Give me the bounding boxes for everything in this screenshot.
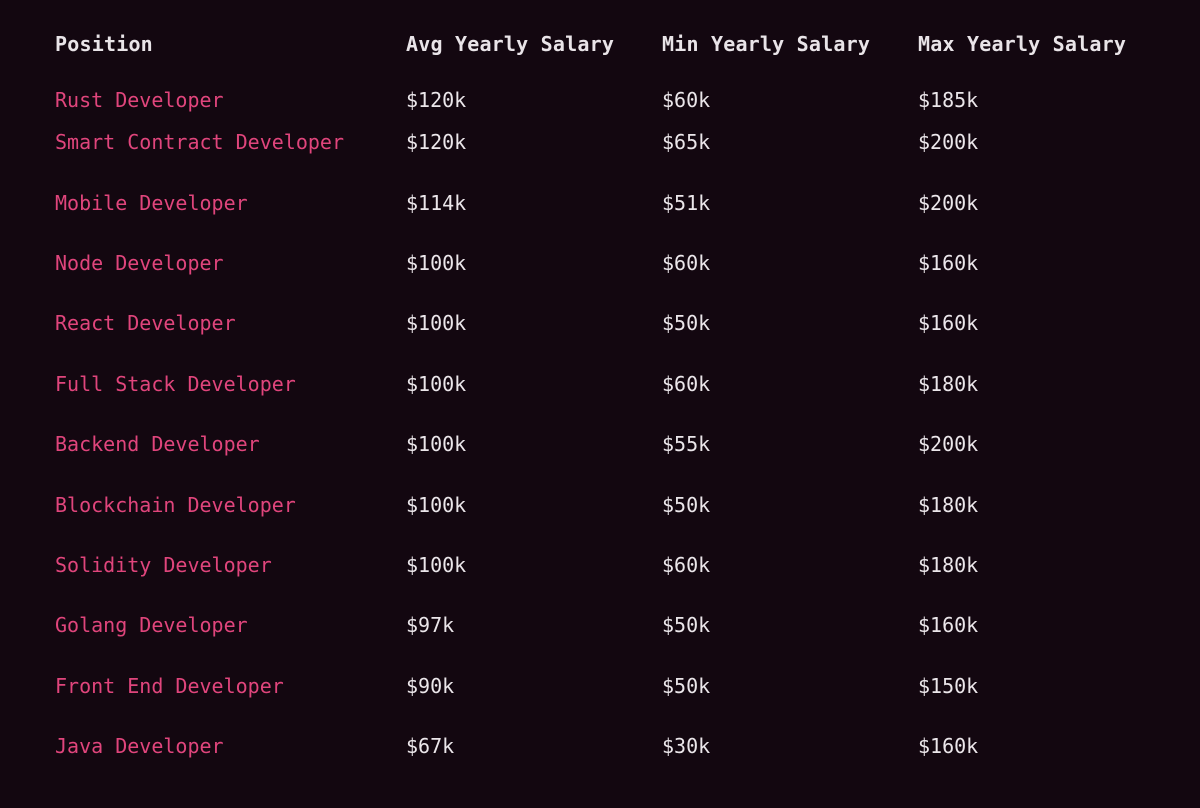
salary-table: Position Avg Yearly Salary Min Yearly Sa…	[55, 0, 1158, 776]
avg-salary-cell: $100k	[406, 432, 467, 457]
avg-salary-cell: $97k	[406, 613, 455, 638]
table-row: Smart Contract Developer $120k $65k $200k	[55, 112, 1158, 172]
avg-salary-cell: $100k	[406, 250, 467, 275]
min-salary-cell: $30k	[662, 734, 711, 759]
min-salary-cell: $50k	[662, 311, 711, 336]
min-salary-cell: $50k	[662, 492, 711, 517]
min-salary-cell: $51k	[662, 190, 711, 215]
table-body: Rust Developer $120k $60k $185k Smart Contra…	[55, 88, 1158, 776]
header-min-yearly-salary: Min Yearly Salary	[662, 32, 871, 56]
header-avg-yearly-salary: Avg Yearly Salary	[406, 32, 615, 56]
avg-salary-cell: $100k	[406, 552, 467, 577]
max-salary-cell: $200k	[918, 432, 979, 457]
min-salary-cell: $60k	[662, 250, 711, 275]
max-salary-cell: $160k	[918, 250, 979, 275]
position-link[interactable]: Solidity Developer	[55, 552, 272, 577]
max-salary-cell: $160k	[918, 613, 979, 638]
table-row: Full Stack Developer $100k $60k $180k	[55, 354, 1158, 414]
header-max-yearly-salary: Max Yearly Salary	[918, 32, 1127, 56]
table-row: Mobile Developer $114k $51k $200k	[55, 172, 1158, 232]
min-salary-cell: $55k	[662, 432, 711, 457]
position-link[interactable]: Front End Developer	[55, 673, 284, 698]
position-link[interactable]: Full Stack Developer	[55, 371, 296, 396]
table-row: Solidity Developer $100k $60k $180k	[55, 535, 1158, 595]
table-row: Node Developer $100k $60k $160k	[55, 233, 1158, 293]
position-link[interactable]: Mobile Developer	[55, 190, 248, 215]
position-link[interactable]: Rust Developer	[55, 88, 224, 112]
avg-salary-cell: $100k	[406, 311, 467, 336]
position-link[interactable]: Java Developer	[55, 734, 224, 759]
table-row: Front End Developer $90k $50k $150k	[55, 656, 1158, 716]
position-link[interactable]: Backend Developer	[55, 432, 260, 457]
position-link[interactable]: Blockchain Developer	[55, 492, 296, 517]
table-row: Backend Developer $100k $55k $200k	[55, 414, 1158, 474]
table-header-row: Position Avg Yearly Salary Min Yearly Sa…	[55, 0, 1158, 88]
avg-salary-cell: $67k	[406, 734, 455, 759]
min-salary-cell: $50k	[662, 613, 711, 638]
table-row: Golang Developer $97k $50k $160k	[55, 595, 1158, 655]
max-salary-cell: $200k	[918, 130, 979, 155]
min-salary-cell: $60k	[662, 88, 711, 112]
table-row: Rust Developer $120k $60k $185k	[55, 88, 1158, 112]
position-link[interactable]: Golang Developer	[55, 613, 248, 638]
avg-salary-cell: $114k	[406, 190, 467, 215]
max-salary-cell: $180k	[918, 552, 979, 577]
min-salary-cell: $50k	[662, 673, 711, 698]
max-salary-cell: $180k	[918, 371, 979, 396]
min-salary-cell: $65k	[662, 130, 711, 155]
max-salary-cell: $150k	[918, 673, 979, 698]
position-link[interactable]: Node Developer	[55, 250, 224, 275]
position-link[interactable]: React Developer	[55, 311, 236, 336]
table-row: Blockchain Developer $100k $50k $180k	[55, 474, 1158, 534]
max-salary-cell: $160k	[918, 311, 979, 336]
max-salary-cell: $200k	[918, 190, 979, 215]
avg-salary-cell: $120k	[406, 130, 467, 155]
min-salary-cell: $60k	[662, 371, 711, 396]
avg-salary-cell: $120k	[406, 88, 467, 112]
max-salary-cell: $160k	[918, 734, 979, 759]
avg-salary-cell: $90k	[406, 673, 455, 698]
avg-salary-cell: $100k	[406, 492, 467, 517]
table-row: React Developer $100k $50k $160k	[55, 293, 1158, 353]
max-salary-cell: $185k	[918, 88, 979, 112]
table-row: Java Developer $67k $30k $160k	[55, 716, 1158, 776]
position-link[interactable]: Smart Contract Developer	[55, 130, 344, 155]
min-salary-cell: $60k	[662, 552, 711, 577]
header-position: Position	[55, 32, 153, 56]
max-salary-cell: $180k	[918, 492, 979, 517]
avg-salary-cell: $100k	[406, 371, 467, 396]
